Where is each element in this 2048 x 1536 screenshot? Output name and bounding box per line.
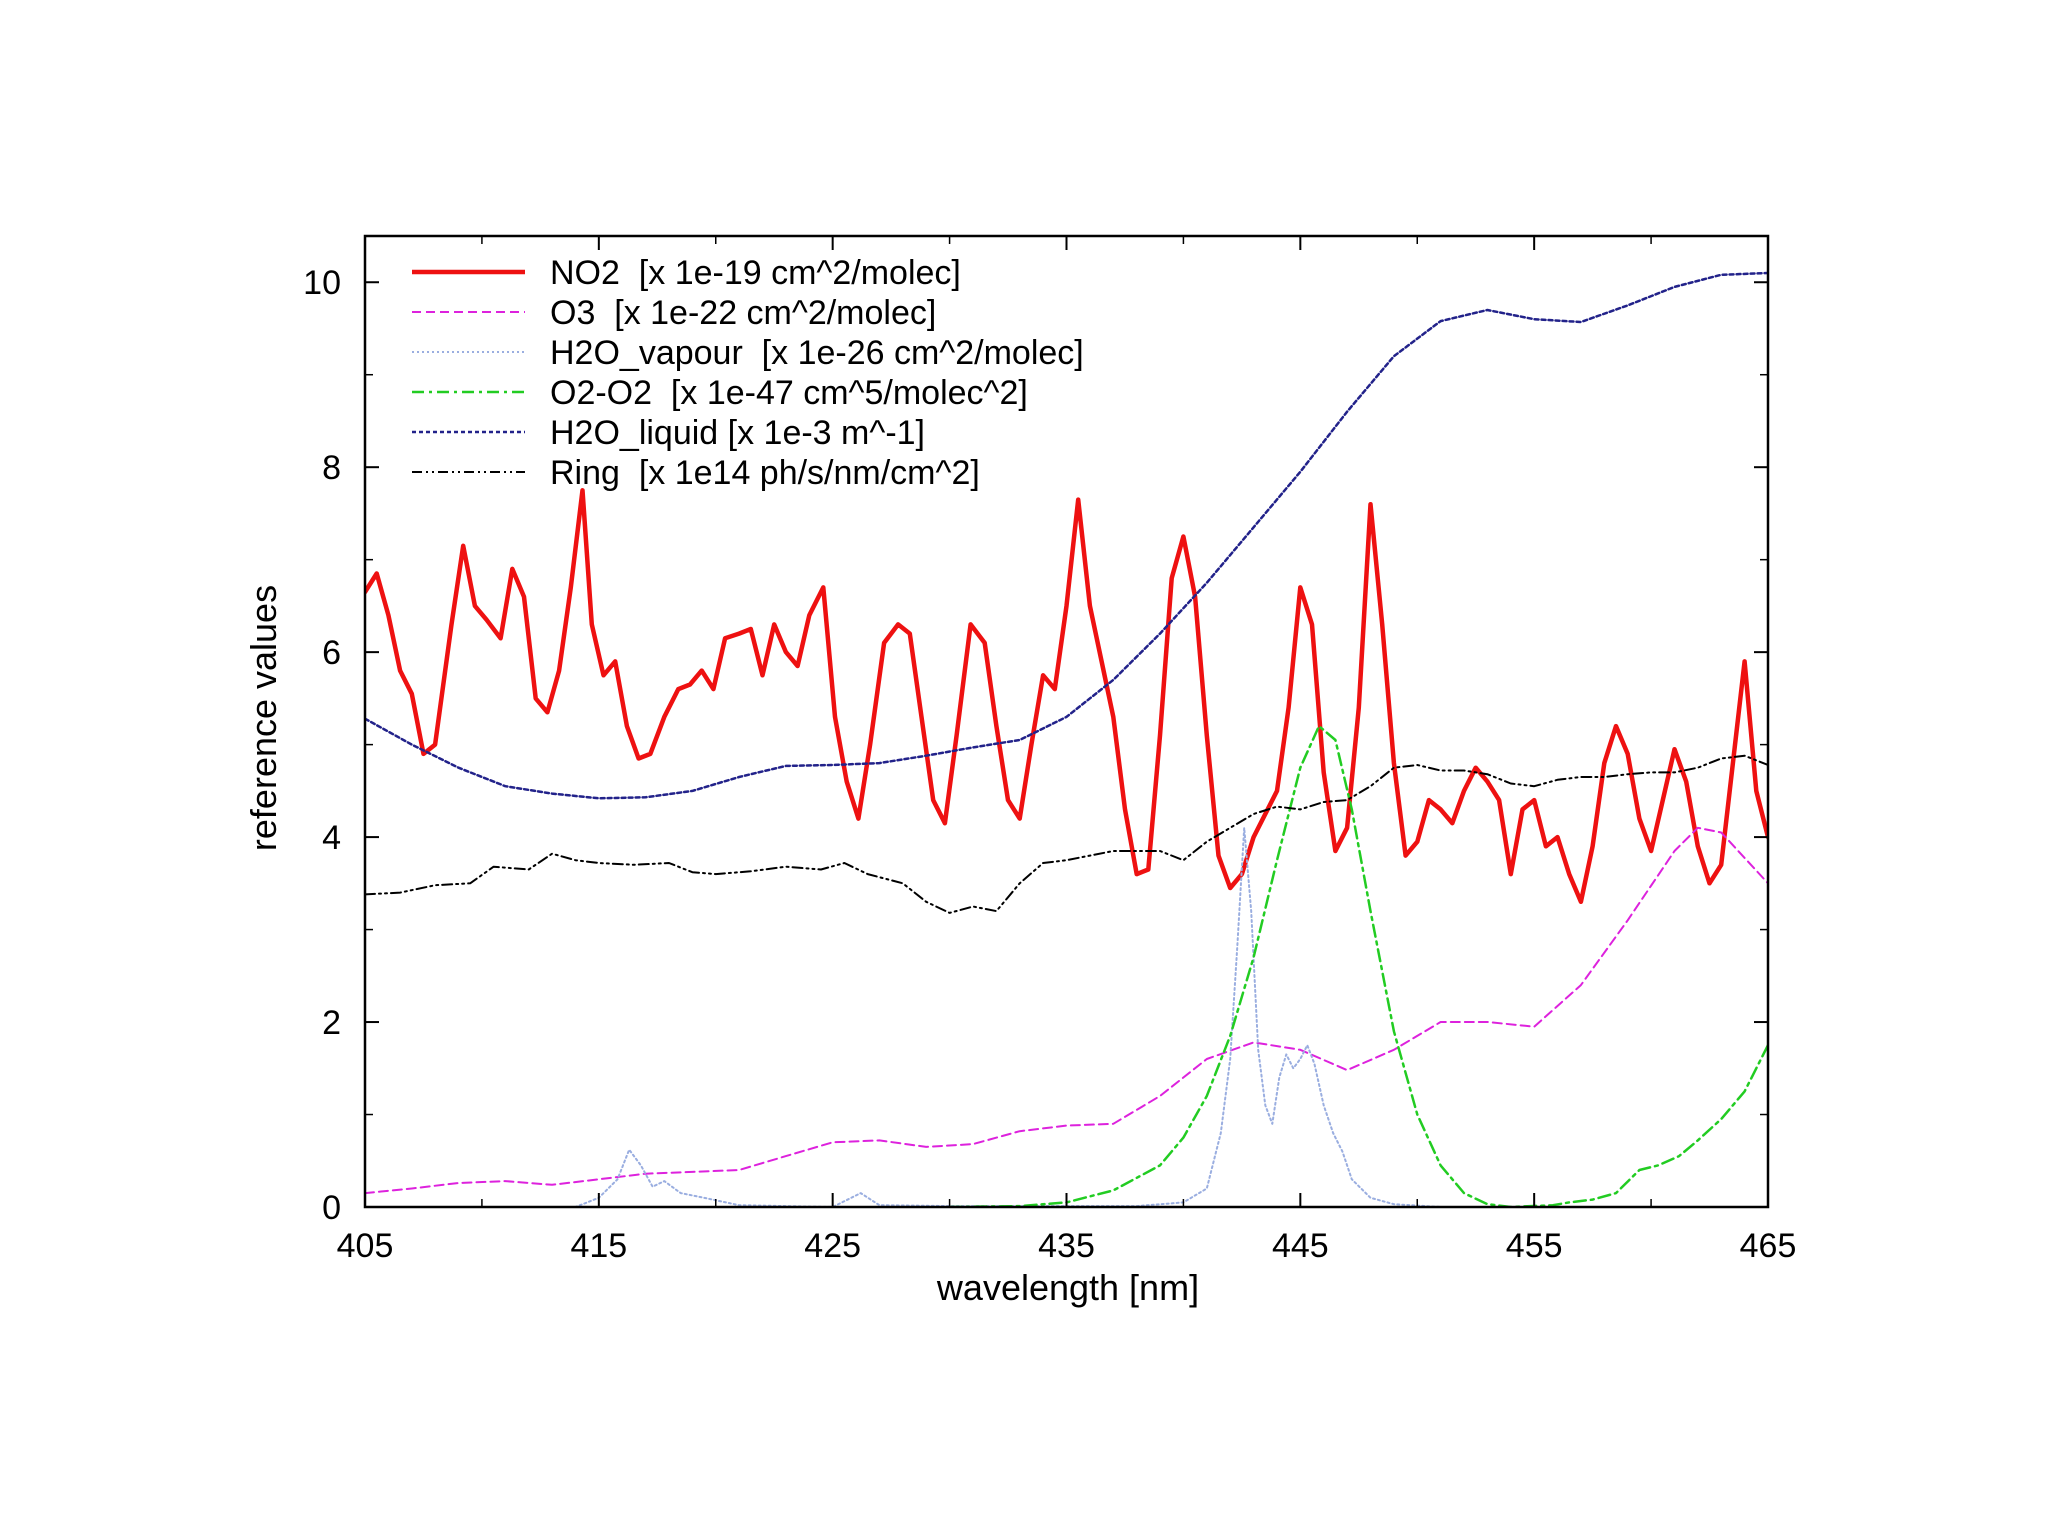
legend-label-no2: NO2 [x 1e-19 cm^2/molec] bbox=[550, 254, 961, 292]
x-tick-label: 415 bbox=[570, 1227, 627, 1265]
legend: NO2 [x 1e-19 cm^2/molec]O3 [x 1e-22 cm^2… bbox=[412, 254, 1084, 492]
legend-label-h2o-liquid: H2O_liquid [x 1e-3 m^-1] bbox=[550, 414, 925, 452]
series-line-o3 bbox=[365, 826, 1768, 1195]
legend-label-o3: O3 [x 1e-22 cm^2/molec] bbox=[550, 294, 936, 332]
y-axis-title: reference values bbox=[243, 585, 284, 851]
x-tick-label: 405 bbox=[337, 1227, 394, 1265]
x-tick-label: 425 bbox=[804, 1227, 861, 1265]
x-axis-title: wavelength [nm] bbox=[936, 1267, 1199, 1308]
x-tick-label: 445 bbox=[1272, 1227, 1329, 1265]
legend-label-h2o-vapour: H2O_vapour [x 1e-26 cm^2/molec] bbox=[550, 334, 1084, 372]
series-line-no2 bbox=[365, 488, 1768, 905]
series-line-o2-o2 bbox=[948, 724, 1768, 1207]
x-tick-label: 455 bbox=[1506, 1227, 1563, 1265]
y-tick-label: 4 bbox=[322, 819, 341, 857]
series-line-h2o-vapour bbox=[365, 826, 1768, 1207]
legend-label-o2-o2: O2-O2 [x 1e-47 cm^5/molec^2] bbox=[550, 374, 1028, 412]
series-layer bbox=[365, 271, 1768, 1207]
series-line-h2o-liquid bbox=[365, 271, 1768, 800]
y-tick-label: 2 bbox=[322, 1004, 341, 1042]
legend-label-ring: Ring [x 1e14 ph/s/nm/cm^2] bbox=[550, 454, 980, 492]
y-tick-label: 8 bbox=[322, 449, 341, 487]
y-tick-label: 10 bbox=[303, 264, 341, 302]
y-tick-label: 0 bbox=[322, 1189, 341, 1227]
axes-layer: 405 415 425 435 445 455 465 0 2 4 6 8 10 bbox=[303, 234, 1797, 1265]
series-line-ring bbox=[365, 754, 1768, 914]
x-tick-label: 465 bbox=[1740, 1227, 1797, 1265]
y-tick-label: 6 bbox=[322, 634, 341, 672]
x-tick-label: 435 bbox=[1038, 1227, 1095, 1265]
